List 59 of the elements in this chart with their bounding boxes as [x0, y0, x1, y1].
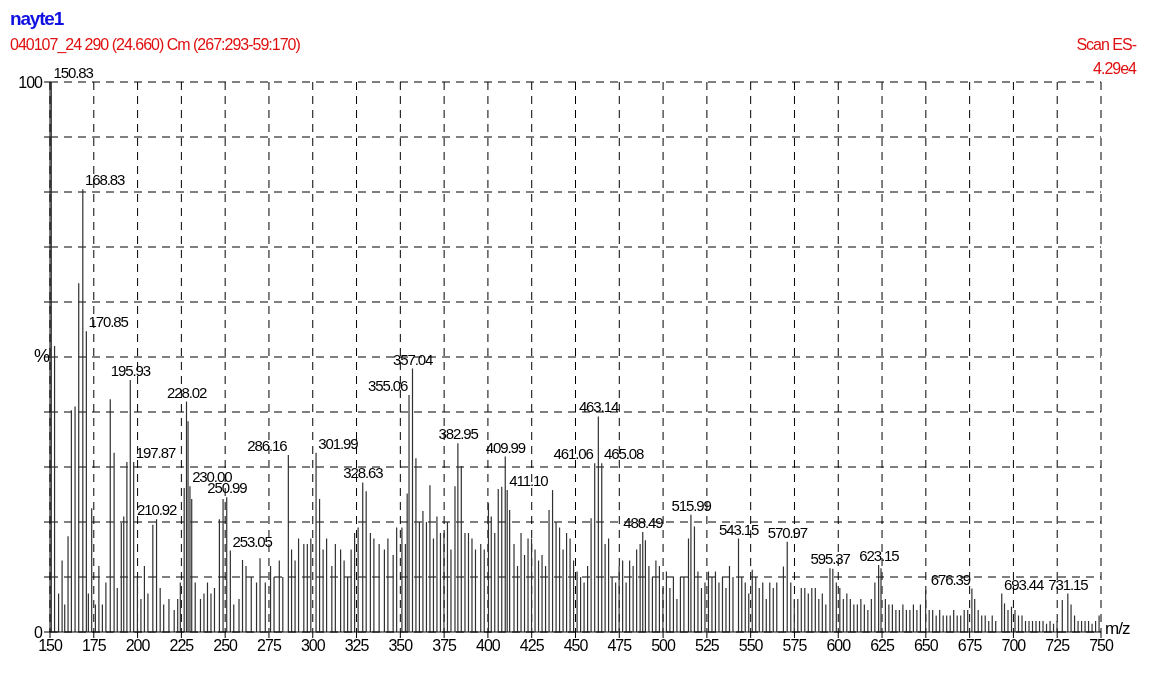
x-tick-label: 200	[125, 637, 151, 655]
x-tick-label: 250	[213, 637, 239, 655]
annotation: 150.83	[53, 64, 94, 81]
annotation: 676.39	[930, 570, 971, 588]
text: 4.29e4	[1093, 60, 1136, 78]
annotation: 570.97	[767, 523, 808, 541]
y-tick-label: 100	[18, 73, 44, 91]
annotation: 543.15	[719, 520, 760, 538]
x-tick-label: 675	[957, 637, 983, 655]
annotation: 382.95	[438, 425, 479, 443]
annotation: 286.16	[247, 436, 288, 454]
annotation: 411.10	[509, 472, 549, 490]
x-axis-title: m/z	[1105, 619, 1130, 639]
x-tick-label: 550	[738, 637, 764, 655]
x-tick-label: 750	[1089, 637, 1114, 655]
x-tick-label: 625	[870, 637, 895, 655]
annotation: 693.44	[1003, 575, 1044, 593]
annotation: 195.93	[110, 362, 151, 380]
annotation: 623.15	[859, 546, 900, 564]
x-tick-label: 275	[257, 637, 282, 655]
annotation: 409.99	[485, 438, 526, 456]
x-tick-label: 300	[300, 637, 326, 655]
x-tick-label: 225	[169, 637, 195, 655]
annotation: 595.37	[810, 550, 851, 568]
x-tick-label: 525	[695, 637, 720, 655]
annotation: 357.04	[393, 350, 434, 368]
annotation: 463.14	[578, 398, 619, 416]
x-tick-label: 650	[913, 637, 939, 655]
text: Scan ES-	[1076, 36, 1136, 54]
x-tick-label: 475	[607, 637, 633, 655]
x-tick-label: 700	[1001, 637, 1027, 655]
x-tick-label: 375	[432, 637, 458, 655]
annotation: 461.06	[553, 445, 594, 463]
x-tick-label: 150	[38, 637, 63, 655]
x-tick-label: 175	[81, 637, 107, 655]
annotation: 168.83	[84, 171, 126, 189]
chart-subtitle: 040107_24 290 (24.660) Cm (267:293-59:170)	[10, 36, 300, 54]
y-axis-title: %	[34, 346, 51, 367]
annotation: 355.06	[367, 376, 408, 394]
annotation: 170.85	[88, 313, 129, 331]
x-tick-label: 575	[782, 637, 808, 655]
x-tick-label: 350	[388, 637, 414, 655]
x-tick-label: 725	[1045, 637, 1071, 655]
annotation: 328.63	[343, 464, 384, 482]
x-tick-label: 600	[826, 637, 852, 655]
x-tick-label: 500	[651, 637, 677, 655]
x-tick-label: 325	[344, 637, 370, 655]
annotation: 197.87	[135, 444, 176, 462]
annotation: 465.08	[603, 445, 644, 463]
x-tick-label: 400	[476, 637, 501, 655]
annotation: 488.49	[623, 513, 664, 531]
annotation: 731.15	[1048, 575, 1089, 593]
x-tick-label: 450	[563, 637, 589, 655]
x-tick-label: 425	[519, 637, 545, 655]
annotation: 301.99	[318, 434, 359, 452]
annotation: 210.92	[137, 501, 178, 519]
chart-title: nayte1	[10, 8, 64, 30]
annotation: 253.05	[232, 532, 273, 550]
annotation: 228.02	[167, 383, 208, 401]
